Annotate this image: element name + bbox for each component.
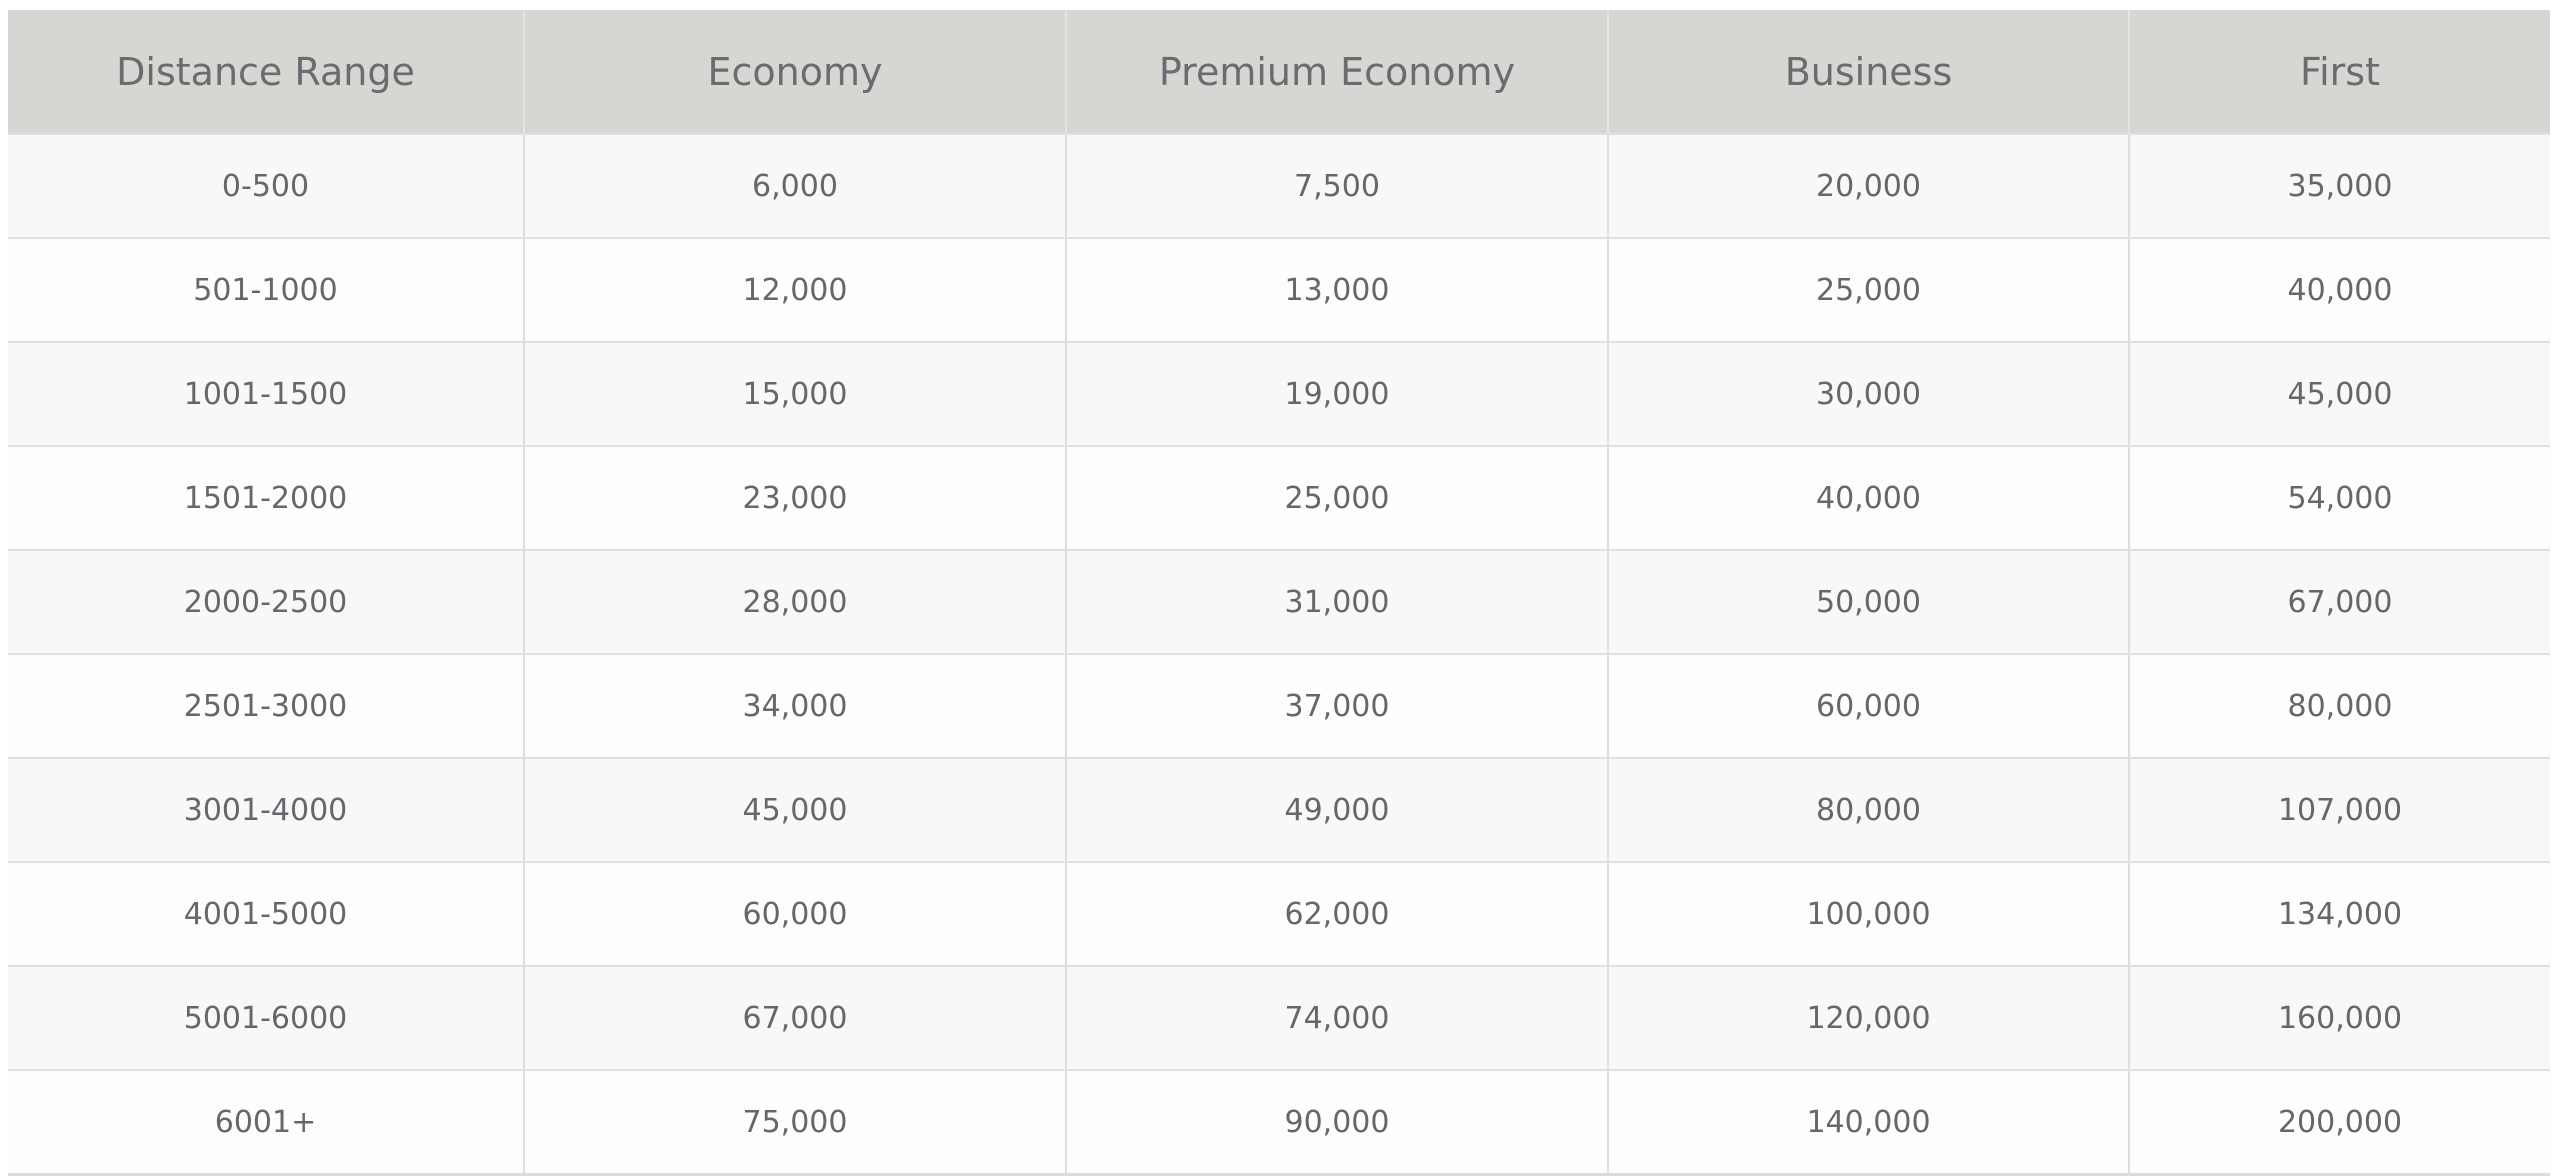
table-cell: 37,000 bbox=[1065, 653, 1608, 758]
table-cell: 3001-4000 bbox=[8, 757, 524, 862]
table-cell: 30,000 bbox=[1607, 341, 2129, 446]
table-cell: 80,000 bbox=[2128, 653, 2550, 758]
table-row: 5001-6000 67,000 74,000 120,000 160,000 bbox=[8, 965, 2550, 1070]
table-cell: 25,000 bbox=[1065, 445, 1608, 550]
table-cell: 107,000 bbox=[2128, 757, 2550, 862]
column-header: Premium Economy bbox=[1065, 10, 1608, 134]
table-cell: 80,000 bbox=[1607, 757, 2129, 862]
table-cell: 67,000 bbox=[2128, 549, 2550, 654]
table-cell: 15,000 bbox=[523, 341, 1066, 446]
table-row: 6001+ 75,000 90,000 140,000 200,000 bbox=[8, 1069, 2550, 1175]
table-cell: 19,000 bbox=[1065, 341, 1608, 446]
table-cell: 35,000 bbox=[2128, 133, 2550, 238]
table-cell: 54,000 bbox=[2128, 445, 2550, 550]
table-row: 1001-1500 15,000 19,000 30,000 45,000 bbox=[8, 341, 2550, 446]
table-row: 0-500 6,000 7,500 20,000 35,000 bbox=[8, 133, 2550, 238]
table-cell: 74,000 bbox=[1065, 965, 1608, 1070]
table-cell: 31,000 bbox=[1065, 549, 1608, 654]
table-cell: 1001-1500 bbox=[8, 341, 524, 446]
table-cell: 28,000 bbox=[523, 549, 1066, 654]
table-cell: 12,000 bbox=[523, 237, 1066, 342]
column-header: First bbox=[2128, 10, 2550, 134]
table-cell: 90,000 bbox=[1065, 1069, 1608, 1175]
table-cell: 34,000 bbox=[523, 653, 1066, 758]
table-cell: 1501-2000 bbox=[8, 445, 524, 550]
table-cell: 501-1000 bbox=[8, 237, 524, 342]
table-cell: 7,500 bbox=[1065, 133, 1608, 238]
table-cell: 45,000 bbox=[2128, 341, 2550, 446]
table-cell: 20,000 bbox=[1607, 133, 2129, 238]
table-cell: 23,000 bbox=[523, 445, 1066, 550]
table-cell: 62,000 bbox=[1065, 861, 1608, 966]
table-cell: 40,000 bbox=[2128, 237, 2550, 342]
table-cell: 75,000 bbox=[523, 1069, 1066, 1175]
table-row: 501-1000 12,000 13,000 25,000 40,000 bbox=[8, 237, 2550, 342]
column-header: Distance Range bbox=[8, 10, 524, 134]
table-cell: 40,000 bbox=[1607, 445, 2129, 550]
table-row: 2000-2500 28,000 31,000 50,000 67,000 bbox=[8, 549, 2550, 654]
table-cell: 13,000 bbox=[1065, 237, 1608, 342]
table-body: 0-500 6,000 7,500 20,000 35,000 501-1000 12,00… bbox=[8, 133, 2550, 1175]
table-cell: 49,000 bbox=[1065, 757, 1608, 862]
header-row: Distance Range Economy Premium Economy Busi… bbox=[8, 10, 2550, 134]
table-cell: 120,000 bbox=[1607, 965, 2129, 1070]
table-cell: 0-500 bbox=[8, 133, 524, 238]
table-cell: 4001-5000 bbox=[8, 861, 524, 966]
table-cell: 100,000 bbox=[1607, 861, 2129, 966]
table-cell: 50,000 bbox=[1607, 549, 2129, 654]
column-header: Economy bbox=[523, 10, 1066, 134]
table-cell: 6001+ bbox=[8, 1069, 524, 1175]
table-cell: 60,000 bbox=[523, 861, 1066, 966]
column-header: Business bbox=[1607, 10, 2129, 134]
table-cell: 6,000 bbox=[523, 133, 1066, 238]
table-row: 2501-3000 34,000 37,000 60,000 80,000 bbox=[8, 653, 2550, 758]
table-cell: 140,000 bbox=[1607, 1069, 2129, 1175]
table-row: 4001-5000 60,000 62,000 100,000 134,000 bbox=[8, 861, 2550, 966]
table-cell: 60,000 bbox=[1607, 653, 2129, 758]
table-row: 1501-2000 23,000 25,000 40,000 54,000 bbox=[8, 445, 2550, 550]
award-table: Distance Range Economy Premium Economy Busi… bbox=[8, 10, 2550, 1176]
table-cell: 25,000 bbox=[1607, 237, 2129, 342]
table-cell: 45,000 bbox=[523, 757, 1066, 862]
table-cell: 2000-2500 bbox=[8, 549, 524, 654]
table-cell: 134,000 bbox=[2128, 861, 2550, 966]
table-cell: 160,000 bbox=[2128, 965, 2550, 1070]
table-cell: 5001-6000 bbox=[8, 965, 524, 1070]
table-row: 3001-4000 45,000 49,000 80,000 107,000 bbox=[8, 757, 2550, 862]
table-cell: 67,000 bbox=[523, 965, 1066, 1070]
table-cell: 2501-3000 bbox=[8, 653, 524, 758]
table-cell: 200,000 bbox=[2128, 1069, 2550, 1175]
